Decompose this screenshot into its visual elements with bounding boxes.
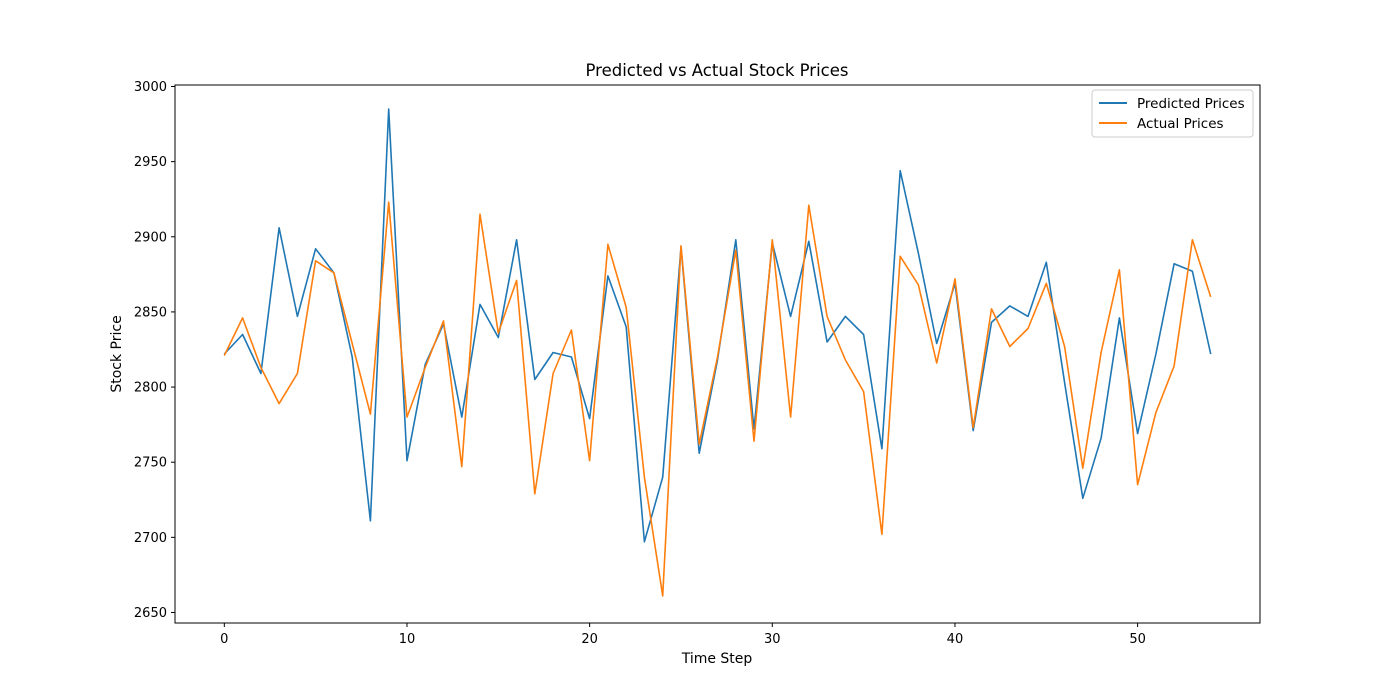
y-tick-label: 2650 xyxy=(134,606,167,621)
x-tick-label: 30 xyxy=(764,632,781,647)
legend: Predicted Prices Actual Prices xyxy=(1091,89,1254,138)
chart-title: Predicted vs Actual Stock Prices xyxy=(585,61,848,80)
x-tick-label: 20 xyxy=(581,632,598,647)
series-line-actual xyxy=(223,201,1212,597)
x-axis-label: Time Step xyxy=(681,651,753,667)
legend-label-actual: Actual Prices xyxy=(1137,116,1224,132)
series-lines xyxy=(223,108,1212,597)
y-tick-label: 2700 xyxy=(134,531,167,546)
y-axis-ticks: 2650 2700 2750 2800 2850 2900 2950 3000 xyxy=(134,80,175,621)
y-axis-label: Stock Price xyxy=(109,315,125,392)
y-tick-label: 2900 xyxy=(134,230,167,245)
legend-label-predicted: Predicted Prices xyxy=(1137,96,1245,112)
y-tick-label: 2950 xyxy=(134,155,167,170)
y-tick-label: 2750 xyxy=(134,456,167,471)
x-tick-label: 10 xyxy=(399,632,416,647)
legend-box xyxy=(1091,89,1254,138)
x-tick-label: 0 xyxy=(220,632,228,647)
plot-area-frame xyxy=(174,84,1261,624)
x-tick-label: 50 xyxy=(1129,632,1146,647)
y-tick-label: 2800 xyxy=(134,381,167,396)
y-tick-label: 2850 xyxy=(134,305,167,320)
x-tick-label: 40 xyxy=(947,632,964,647)
x-axis-ticks: 0 10 20 30 40 50 xyxy=(220,623,1146,647)
y-tick-label: 3000 xyxy=(134,80,167,95)
